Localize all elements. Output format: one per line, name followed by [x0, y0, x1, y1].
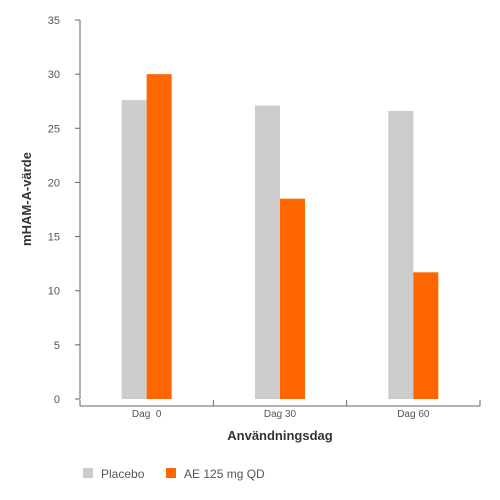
x-axis-title: Användningsdag: [227, 428, 333, 443]
y-tick-label: 0: [54, 394, 60, 406]
y-axis: 0 5 10 15 20 25 30 35: [48, 15, 81, 406]
legend-swatch: [166, 468, 176, 478]
x-axis: Dag 0 Dag 30 Dag 60: [79, 400, 481, 420]
bars: [121, 74, 439, 400]
y-tick-label: 15: [48, 232, 60, 244]
y-tick-label: 10: [48, 286, 60, 298]
x-tick-label: Dag 30: [264, 409, 297, 420]
bar-treatment: [413, 272, 439, 399]
legend-label: AE 125 mg QD: [184, 467, 265, 481]
y-tick-label: 35: [48, 15, 60, 27]
bar-placebo: [388, 110, 414, 400]
bar-treatment: [146, 74, 172, 400]
bar-placebo: [121, 100, 147, 399]
x-tick-label: Dag 60: [397, 409, 430, 420]
legend-swatch: [83, 468, 93, 478]
y-tick-label: 30: [48, 69, 60, 81]
bar-placebo: [255, 105, 280, 399]
y-tick-label: 20: [48, 177, 60, 189]
legend: Placebo AE 125 mg QD: [83, 467, 265, 481]
y-tick-label: 5: [54, 340, 60, 352]
legend-label: Placebo: [101, 467, 145, 481]
y-axis-title: mHAM-A-värde: [19, 152, 34, 246]
bar-treatment: [280, 198, 305, 399]
x-tick-label: Dag 0: [132, 409, 162, 420]
y-tick-label: 25: [48, 123, 60, 135]
